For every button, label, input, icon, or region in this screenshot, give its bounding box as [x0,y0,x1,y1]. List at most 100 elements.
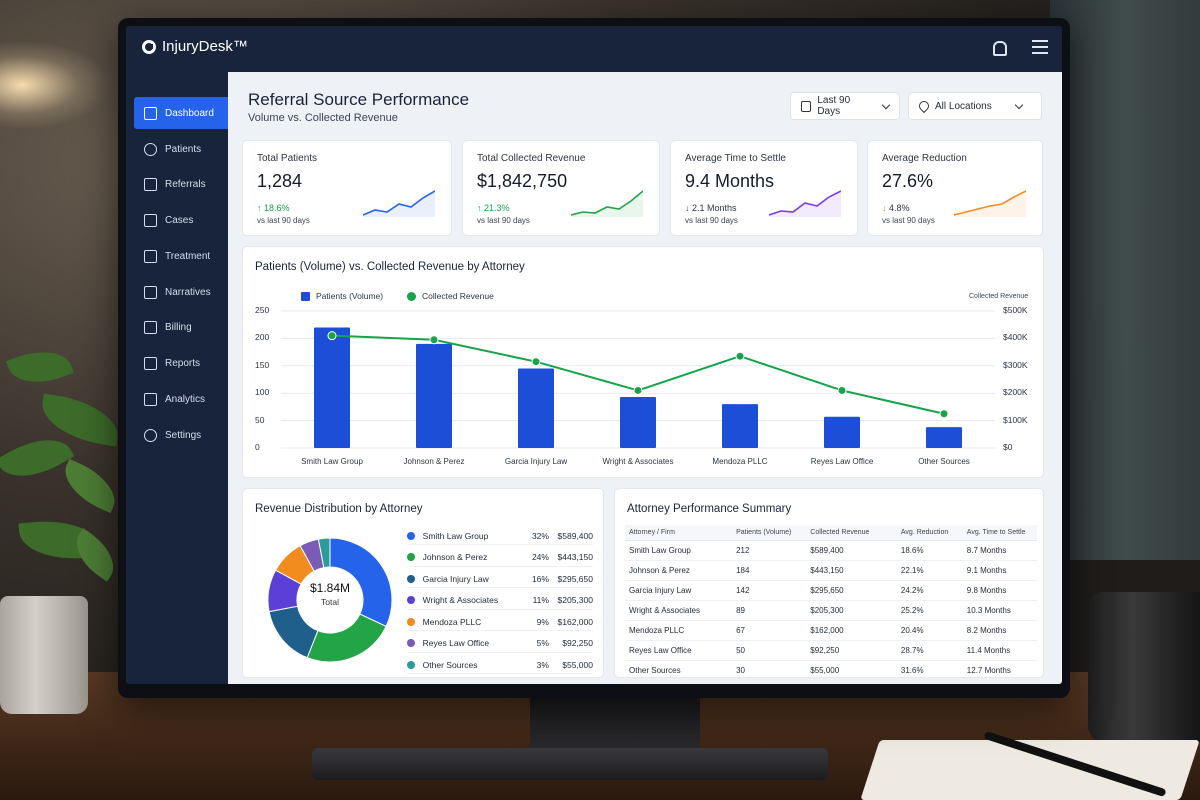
analytics-icon [144,392,157,406]
table-row[interactable]: Reyes Law Office 50 $92,250 28.7% 11.4 Month… [625,640,1037,661]
sidebar-item-reports[interactable]: Reports [134,347,228,379]
location-dropdown[interactable]: All Locations [908,92,1042,120]
revenue-amount: $55,000 [562,659,593,670]
distribution-row[interactable]: Smith Law Group 32% $589,400 [407,527,593,545]
y2-tick-label: $0 [1003,442,1013,452]
screen: InjuryDesk™ Dashboard Patients Referrals Ca… [126,26,1062,684]
table-cell: Mendoza PLLC [625,620,733,641]
revenue-point [327,331,337,341]
kpi-card-4[interactable]: Average Reduction 27.6% ↓ 4.8% vs last 90 d… [867,140,1043,236]
distribution-row[interactable]: Garcia Injury Law 16% $295,650 [407,570,593,588]
sidebar-item-dashboard[interactable]: Dashboard [134,97,228,129]
mug [1088,592,1200,742]
folder-icon [144,213,157,227]
app-logo[interactable]: InjuryDesk™ [142,38,248,55]
table-cell: 31.6% [896,660,963,681]
sidebar-item-referrals[interactable]: Referrals [134,168,228,200]
column-header[interactable]: Collected Revenue [806,525,897,541]
kpi-card-2[interactable]: Total Collected Revenue $1,842,750 ↑ 21.3%… [462,140,660,236]
legend-patients[interactable]: Patients (Volume) [301,291,383,301]
y2-tick-label: $500K [1003,305,1028,315]
revenue-percent: 5% [536,638,549,648]
sparkline-line [769,190,841,216]
distribution-title: Revenue Distribution by Attorney [255,503,423,515]
bar-other-sources [926,427,962,448]
table-cell: 9.8 Months [962,580,1037,601]
table-cell: $205,300 [806,600,897,621]
revenue-percent: 32% [531,530,549,541]
table-row[interactable]: Other Sources 30 $55,000 31.6% 12.7 Months [625,660,1037,681]
lamp-glow [0,40,110,130]
sidebar-item-label: Analytics [165,393,206,405]
kpi-sparkline [954,190,1026,217]
date-range-dropdown[interactable]: Last 90 Days [790,92,900,120]
x-tick-label: Wright & Associates [603,457,674,466]
legend-dot [407,660,415,669]
revenue-percent: 3% [536,659,549,670]
table-cell: $55,000 [806,660,897,681]
table-row[interactable]: Mendoza PLLC 67 $162,000 20.4% 8.2 Months [625,620,1037,641]
column-header[interactable]: Attorney / Firm [625,525,733,541]
kpi-card-1[interactable]: Total Patients 1,284 ↑ 18.6% vs last 90 day… [242,140,452,236]
sidebar-item-patients[interactable]: Patients [134,133,228,165]
distribution-row[interactable]: Other Sources 3% $55,000 [407,656,593,674]
table-row[interactable]: Garcia Injury Law 142 $295,650 24.2% 9.8 Mon… [625,580,1037,601]
donut-slice-garcia-injury-law [268,605,319,659]
revenue-point [429,335,439,345]
right-axis-title: Collected Revenue [969,293,1029,300]
table-cell: Wright & Associates [625,600,733,621]
kpi-note: vs last 90 days [685,216,738,225]
sidebar-item-analytics[interactable]: Analytics [134,383,228,415]
bar-johnson-perez [416,343,452,448]
revenue-amount: $92,250 [562,638,593,648]
x-tick-label: Other Sources [918,457,970,466]
attorney-name: Reyes Law Office [422,638,490,648]
column-header[interactable]: Patients (Volume) [732,525,807,541]
revenue-amount: $295,650 [557,573,593,584]
column-header[interactable]: Avg. Time to Settle [962,525,1037,541]
table-row[interactable]: Johnson & Perez 184 $443,150 22.1% 9.1 Month… [625,560,1037,581]
legend-dot [407,531,415,540]
sidebar-item-billing[interactable]: Billing [134,311,228,343]
revenue-amount: $589,400 [557,530,593,541]
sidebar-item-label: Narratives [165,286,211,298]
revenue-percent: 9% [536,616,549,627]
kpi-value: 1,284 [257,171,303,191]
report-icon [144,356,157,370]
sidebar-item-settings[interactable]: Settings [134,419,228,451]
distribution-row[interactable]: Mendoza PLLC 9% $162,000 [407,613,593,631]
table-cell: Johnson & Perez [625,560,733,581]
revenue-point [531,357,541,367]
donut-chart-svg [267,537,393,663]
table-cell: $295,650 [806,580,897,601]
combo-chart-svg: Smith Law Group Johnson & Perez Garcia Inj… [281,310,995,466]
table-cell: 24.2% [896,580,963,601]
sidebar-item-treatment[interactable]: Treatment [134,240,228,272]
x-tick-label: Smith Law Group [301,457,363,466]
sidebar-item-label: Patients [165,143,202,155]
sidebar-item-label: Referrals [165,178,206,190]
kpi-card-3[interactable]: Average Time to Settle 9.4 Months ↓ 2.1 Mo… [670,140,858,236]
distribution-row[interactable]: Reyes Law Office 5% $92,250 [407,635,593,653]
sidebar-item-label: Reports [165,357,201,369]
table-cell: 67 [732,620,807,641]
sidebar-item-label: Treatment [165,250,211,262]
distribution-row[interactable]: Wright & Associates 11% $205,300 [407,592,593,610]
column-header[interactable]: Avg. Reduction [896,525,963,541]
revenue-percent: 11% [532,595,549,605]
sparkline-line [954,190,1026,216]
sidebar-item-cases[interactable]: Cases [134,204,228,236]
table-cell: 142 [732,580,807,601]
legend-revenue[interactable]: Collected Revenue [407,291,494,301]
bell-icon[interactable] [992,40,1007,56]
sparkline-line [363,190,435,216]
kpi-delta-value: 18.6% [264,203,290,213]
table-row[interactable]: Wright & Associates 89 $205,300 25.2% 10.3 M… [625,600,1037,621]
table-cell: 30 [732,660,807,681]
sparkline-area [571,191,643,217]
sidebar-item-narratives[interactable]: Narratives [134,276,228,308]
table-row[interactable]: Smith Law Group 212 $589,400 18.6% 8.7 Month… [625,540,1037,561]
distribution-row[interactable]: Johnson & Perez 24% $443,150 [407,549,593,567]
hamburger-menu-icon[interactable] [1032,40,1048,54]
legend-line-swatch [407,291,416,301]
